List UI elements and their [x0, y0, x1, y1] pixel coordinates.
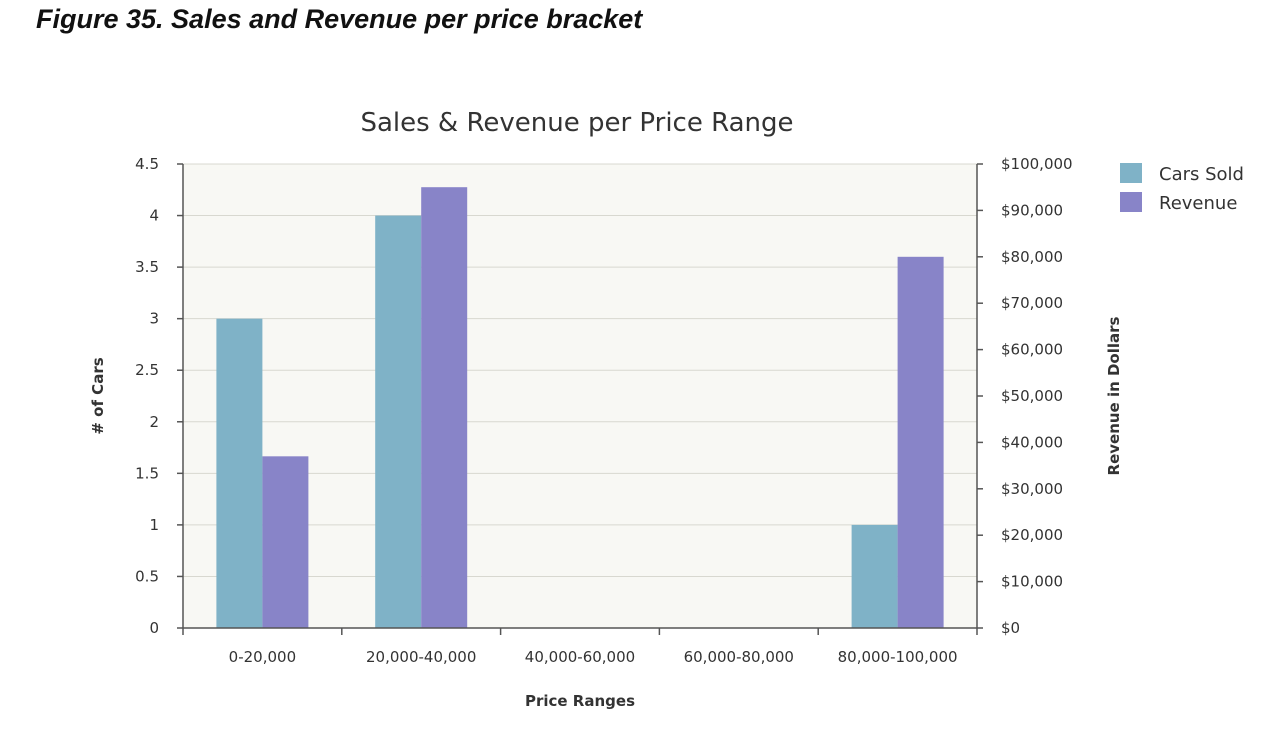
- y-tick-label: 3.5: [135, 258, 159, 276]
- y2-tick-label: $80,000: [1001, 248, 1063, 266]
- y2-tick-label: $100,000: [1001, 155, 1073, 173]
- bar-cars-sold: [851, 524, 898, 628]
- bar-revenue: [897, 256, 944, 628]
- legend-swatch: [1120, 192, 1142, 212]
- y-tick-label: 2.5: [135, 361, 159, 379]
- y2-tick-label: $70,000: [1001, 294, 1063, 312]
- y2-axis-title: Revenue in Dollars: [1105, 316, 1123, 475]
- x-tick-label: 40,000-60,000: [525, 648, 635, 666]
- y-tick-label: 0: [149, 619, 159, 637]
- y2-tick-label: $10,000: [1001, 573, 1063, 591]
- y-tick-label: 0.5: [135, 567, 159, 585]
- y-axis-title: # of Cars: [89, 357, 107, 434]
- y-tick-label: 3: [149, 310, 159, 328]
- legend-label: Revenue: [1159, 193, 1237, 214]
- gridlines: [183, 163, 977, 577]
- x-tick-label: 60,000-80,000: [684, 648, 794, 666]
- chart-title: Sales & Revenue per Price Range: [360, 108, 793, 138]
- axes: [177, 163, 983, 635]
- x-tick-label: 80,000-100,000: [838, 648, 958, 666]
- y2-tick-label: $0: [1001, 619, 1020, 637]
- legend-label: Cars Sold: [1159, 164, 1244, 185]
- y2-tick-label: $60,000: [1001, 341, 1063, 359]
- y2-tick-label: $50,000: [1001, 387, 1063, 405]
- tick-labels: 0 0.5 1 1.5 2 2.5 3 3.5 4 4.5 $0 $10,000 $20,000 $30,…: [135, 155, 1072, 666]
- x-tick-label: 0-20,000: [229, 648, 296, 666]
- bar-cars-sold: [375, 215, 422, 629]
- bar-revenue: [421, 187, 468, 628]
- x-axis-title: Price Ranges: [525, 692, 635, 710]
- y2-tick-label: $90,000: [1001, 201, 1063, 219]
- bar-revenue: [262, 456, 309, 628]
- figure-caption: Figure 35. Sales and Revenue per price b…: [36, 4, 643, 34]
- legend: Cars Sold Revenue: [1120, 163, 1244, 214]
- y2-tick-label: $20,000: [1001, 526, 1063, 544]
- y-tick-label: 1.5: [135, 464, 159, 482]
- y-tick-label: 2: [149, 413, 159, 431]
- y2-tick-label: $40,000: [1001, 433, 1063, 451]
- y-tick-label: 1: [149, 516, 159, 534]
- x-tick-label: 20,000-40,000: [366, 648, 476, 666]
- y-tick-label: 4.5: [135, 155, 159, 173]
- y2-tick-label: $30,000: [1001, 480, 1063, 498]
- y-tick-label: 4: [149, 207, 159, 225]
- legend-swatch: [1120, 163, 1142, 183]
- bar-cars-sold: [216, 318, 263, 628]
- plot-area: [183, 164, 977, 628]
- bars: [216, 187, 944, 629]
